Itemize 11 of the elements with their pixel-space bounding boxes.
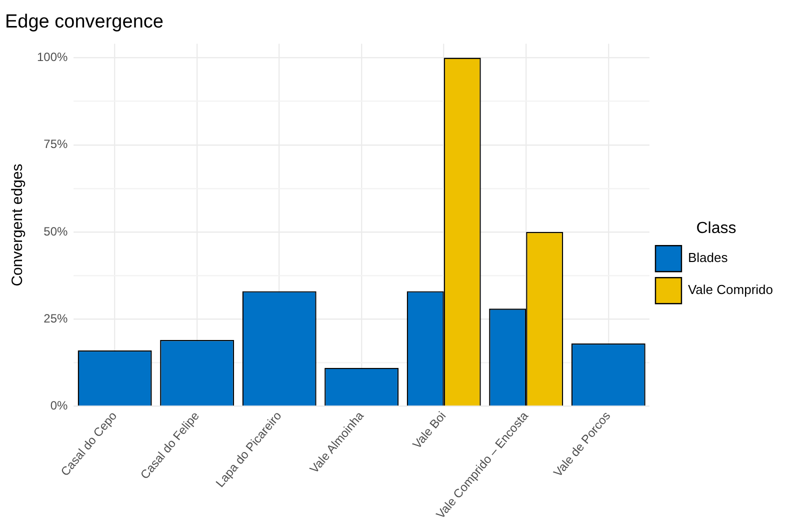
y-tick-label: 100%	[36, 50, 68, 64]
y-tick-label: 50%	[44, 224, 68, 238]
y-tick-label: 25%	[44, 311, 68, 326]
y-tick-label: 0%	[50, 398, 68, 412]
legend-label: Vale Comprido	[688, 282, 774, 298]
x-tick-label: Vale Boi	[410, 408, 449, 452]
y-axis-title: Convergent edges	[9, 164, 26, 286]
legend-title: Class	[696, 220, 736, 237]
legend-label: Blades	[688, 250, 728, 266]
y-tick-label: 75%	[44, 137, 68, 152]
chart-title: Edge convergence	[5, 12, 164, 33]
